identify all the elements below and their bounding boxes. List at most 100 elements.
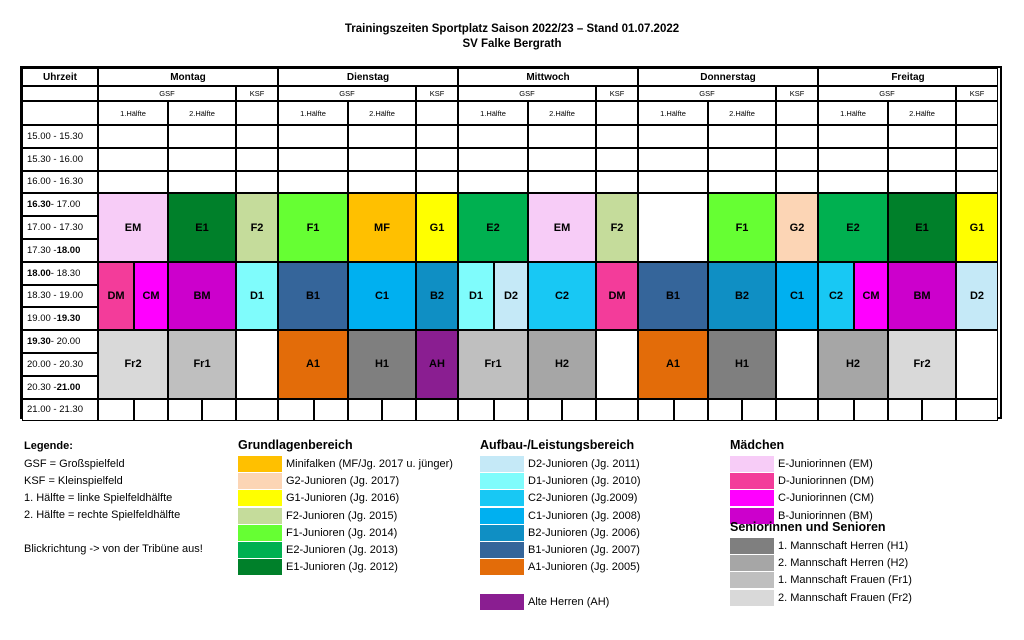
training-block: EM <box>98 193 168 262</box>
time-part: 16.30 <box>27 199 51 211</box>
empty-slot <box>708 147 776 171</box>
empty-slot <box>528 398 562 422</box>
legend-group-title: Grundlagenbereich <box>238 438 353 452</box>
legend-swatch <box>480 473 524 490</box>
time-slot: 17.30 - 18.00 <box>22 239 98 262</box>
legend-item-label: 1. Mannschaft Frauen (Fr1) <box>778 574 912 587</box>
header-day: Freitag <box>818 68 998 86</box>
legend-item-label: F1-Junioren (Jg. 2014) <box>286 526 398 539</box>
legend-swatch <box>238 456 282 472</box>
header-time: Uhrzeit <box>22 68 98 86</box>
training-block: H2 <box>528 330 596 399</box>
empty-slot <box>596 170 638 194</box>
empty-slot <box>458 170 528 194</box>
training-block: H1 <box>348 330 416 399</box>
legend-item-label: 2. Mannschaft Frauen (Fr2) <box>778 591 912 604</box>
legend-swatch <box>238 490 282 507</box>
training-block <box>638 193 708 262</box>
title-line-2: SV Falke Bergrath <box>462 38 562 50</box>
empty-slot <box>416 170 458 194</box>
time-part: 17.30 - <box>27 244 57 256</box>
legend-item-label: D1-Junioren (Jg. 2010) <box>528 475 641 488</box>
header-ksf: KSF <box>596 86 638 101</box>
legend-swatch <box>238 524 282 541</box>
legend-swatch <box>238 473 282 490</box>
training-block: E1 <box>168 193 236 262</box>
legend-item-label: G1-Junioren (Jg. 2016) <box>286 492 400 505</box>
empty-slot <box>458 125 528 148</box>
empty-slot <box>348 398 382 422</box>
time-part: 21.00 <box>56 381 81 393</box>
empty-slot <box>638 125 708 148</box>
empty-slot <box>888 125 956 148</box>
time-slot: 16.30 - 17.00 <box>22 193 98 217</box>
empty-slot <box>278 170 348 194</box>
training-block: Fr1 <box>168 330 236 399</box>
title-line-1: Trainingszeiten Sportplatz Saison 2022/2… <box>344 23 680 35</box>
empty-slot <box>818 398 854 422</box>
header-half1: 1.Hälfte <box>278 101 348 125</box>
empty-slot <box>596 147 638 171</box>
header-day: Dienstag <box>278 68 458 86</box>
empty-slot <box>888 170 956 194</box>
legend-swatch <box>480 456 524 472</box>
header-day: Mittwoch <box>458 68 638 86</box>
time-slot: 21.00 - 21.30 <box>22 398 98 422</box>
legend-item-label: Alte Herren (AH) <box>528 595 610 608</box>
empty-slot <box>348 170 416 194</box>
empty-slot <box>382 398 416 422</box>
header-half1: 1.Hälfte <box>818 101 888 125</box>
empty-slot <box>134 398 168 422</box>
time-part: 21.00 - 21.30 <box>27 404 83 416</box>
header-day: Donnerstag <box>638 68 818 86</box>
training-block: H1 <box>708 330 776 399</box>
header-gsf: GSF <box>278 86 416 101</box>
legend-swatch <box>480 593 524 610</box>
training-block: DM <box>596 261 638 331</box>
training-block: G1 <box>956 193 998 262</box>
legend-item-label: C-Juniorinnen (CM) <box>778 492 874 505</box>
header-gsf: GSF <box>818 86 956 101</box>
empty-slot <box>854 398 888 422</box>
training-block: Fr1 <box>458 330 528 399</box>
empty-slot <box>168 170 236 194</box>
empty-slot <box>776 398 818 422</box>
time-slot: 19.30 - 20.00 <box>22 330 98 353</box>
legend-swatch <box>480 490 524 507</box>
training-block: B2 <box>708 261 776 331</box>
empty-slot <box>236 398 278 422</box>
training-block: D2 <box>494 261 528 331</box>
time-part: 19.30 <box>56 313 81 325</box>
empty-slot <box>168 147 236 171</box>
header-half1: 1.Hälfte <box>98 101 168 125</box>
header-half2: 2.Hälfte <box>888 101 956 125</box>
legend-line: GSF = Großspielfeld <box>24 458 125 470</box>
training-block: F2 <box>236 193 278 262</box>
training-block: F2 <box>596 193 638 262</box>
header-half1: 1.Hälfte <box>638 101 708 125</box>
legend-swatch <box>480 507 524 524</box>
legend-swatch <box>730 572 774 589</box>
time-slot: 20.00 - 20.30 <box>22 353 98 376</box>
legend-line: KSF = Kleinspielfeld <box>24 475 123 487</box>
training-block: C2 <box>528 261 596 331</box>
training-block <box>956 330 998 399</box>
legend-swatch <box>238 559 282 576</box>
legend-item-label: E1-Junioren (Jg. 2012) <box>286 561 398 574</box>
empty-slot <box>922 398 956 422</box>
time-part: 18.00 <box>56 244 81 256</box>
training-block <box>236 330 278 399</box>
empty-slot <box>674 398 708 422</box>
empty-slot <box>236 170 278 194</box>
training-block: F1 <box>708 193 776 262</box>
legend-item-label: E-Juniorinnen (EM) <box>778 458 873 470</box>
time-part: 20.00 - 20.30 <box>27 358 83 370</box>
legend-item-label: B-Juniorinnen (BM) <box>778 509 873 522</box>
header-ksf: KSF <box>956 86 998 101</box>
legend-swatch <box>730 555 774 572</box>
empty-slot <box>168 125 236 148</box>
empty-slot <box>956 398 998 422</box>
legend-item-label: E2-Junioren (Jg. 2013) <box>286 544 398 556</box>
time-slot: 15.30 - 16.00 <box>22 147 98 171</box>
header-ksf-blank <box>956 101 998 125</box>
